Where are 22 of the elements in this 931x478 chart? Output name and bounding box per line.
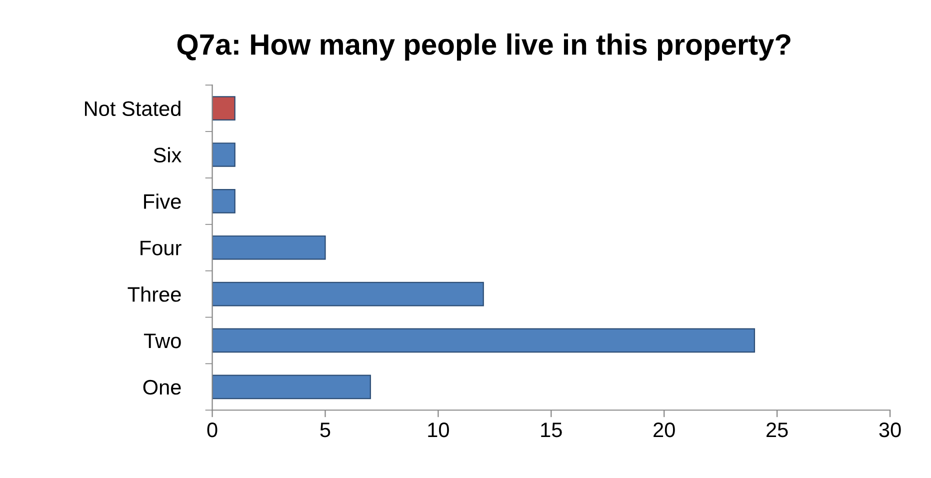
y-tick-label: One bbox=[143, 380, 181, 395]
x-tick-label: 20 bbox=[654, 422, 675, 438]
y-tick-label: Not Stated bbox=[84, 100, 180, 116]
chart-title: Q7a: How many people live in this property? bbox=[177, 33, 790, 61]
bar bbox=[212, 282, 484, 306]
bar bbox=[212, 142, 236, 167]
x-tick-label: 5 bbox=[320, 422, 330, 438]
y-tick-label: Three bbox=[128, 286, 181, 302]
x-tick-label: 15 bbox=[541, 422, 562, 438]
x-tick-label: 25 bbox=[766, 422, 788, 438]
bar bbox=[212, 96, 236, 120]
bar bbox=[212, 189, 236, 214]
y-tick-label: Five bbox=[144, 194, 181, 209]
y-tick-label: Two bbox=[144, 334, 181, 348]
bar bbox=[212, 374, 371, 400]
bar bbox=[212, 235, 326, 260]
x-tick-label: 10 bbox=[428, 422, 449, 438]
y-tick-label: Four bbox=[140, 240, 182, 256]
x-tick-label: 30 bbox=[879, 422, 901, 438]
bar bbox=[212, 328, 756, 353]
x-tick-label: 0 bbox=[207, 422, 218, 438]
y-tick-label: Six bbox=[154, 147, 182, 162]
